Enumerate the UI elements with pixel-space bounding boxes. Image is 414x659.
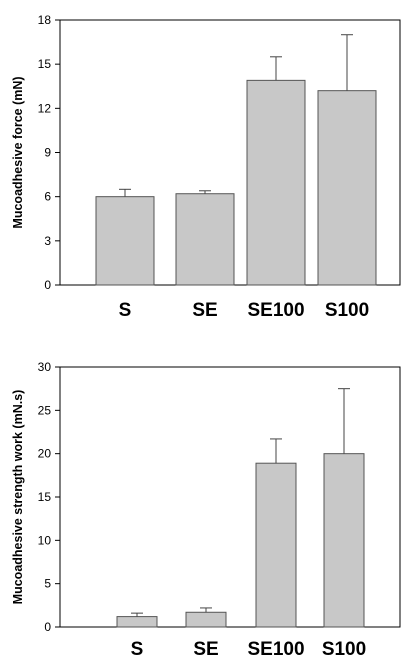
bar-s [95,196,155,286]
category-label: S100 [325,300,369,321]
y-axis-title: Mucoadhesive strength work (mN.s) [11,390,25,605]
category-label: SE [192,300,217,321]
bar-s100 [317,90,377,286]
category-label: SE [193,639,218,659]
chart-mucoadhesive-force: 0 3 6 9 12 15 18 S SE SE100 S100 Mucoadhesive force… [11,13,401,321]
bar-se [185,611,227,628]
y-tick-label: 30 [38,360,52,374]
y-tick-label: 18 [38,13,52,27]
category-label: S [119,300,132,321]
bar-se100 [255,462,297,628]
y-tick-label: 25 [38,403,52,417]
bar-se [175,193,235,286]
y-tick-label: 3 [44,234,51,248]
category-label: S100 [322,639,366,659]
bar-s100 [323,453,365,628]
category-label: S [131,639,144,659]
bar-s [116,616,158,628]
y-tick-label: 5 [44,577,51,591]
y-tick-label: 12 [38,101,52,115]
y-tick-label: 6 [44,190,51,204]
y-axis-title: Mucoadhesive force (mN) [11,76,25,228]
category-label: SE100 [247,639,304,659]
category-label: SE100 [247,300,304,321]
bar-se100 [246,79,306,286]
chart-mucoadhesive-strength-work: 0 5 10 15 20 25 30 S SE SE100 S100 Mucoadhesive str… [11,360,401,659]
y-tick-label: 10 [38,533,52,547]
y-tick-label: 0 [44,620,51,634]
y-tick-label: 15 [38,490,52,504]
y-tick-label: 20 [38,447,52,461]
y-tick-label: 9 [44,146,51,160]
y-tick-label: 0 [44,278,51,292]
y-tick-label: 15 [38,57,52,71]
